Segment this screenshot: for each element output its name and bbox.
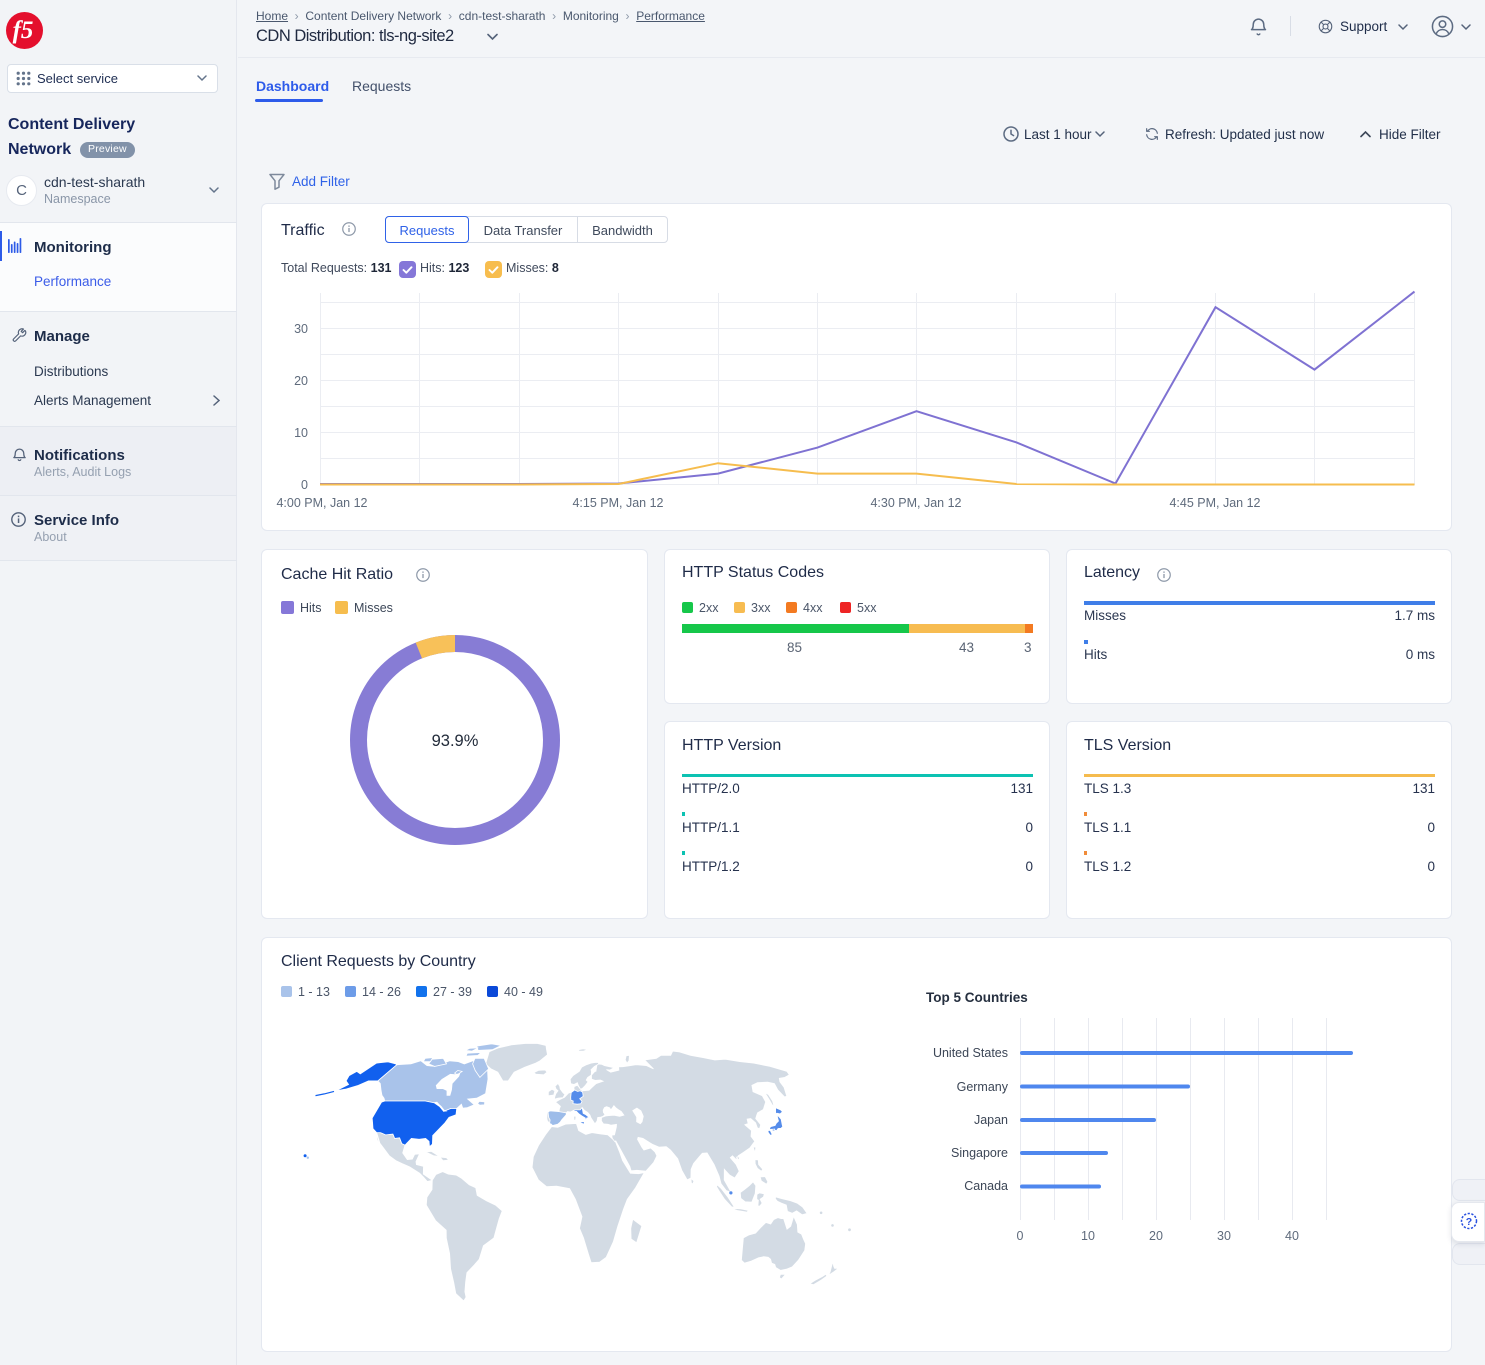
svg-text:Singapore: Singapore xyxy=(951,1146,1008,1160)
svg-text:0: 0 xyxy=(301,478,308,492)
svg-text:30: 30 xyxy=(294,322,308,336)
svg-text:f5: f5 xyxy=(13,17,34,44)
svg-text:20: 20 xyxy=(294,374,308,388)
svg-text:10: 10 xyxy=(294,426,308,440)
svg-text:4:00 PM, Jan 12: 4:00 PM, Jan 12 xyxy=(276,496,367,510)
svg-text:4:15 PM, Jan 12: 4:15 PM, Jan 12 xyxy=(572,496,663,510)
svg-text:Germany: Germany xyxy=(957,1080,1009,1094)
svg-text:4:45 PM, Jan 12: 4:45 PM, Jan 12 xyxy=(1169,496,1260,510)
svg-text:4:30 PM, Jan 12: 4:30 PM, Jan 12 xyxy=(870,496,961,510)
svg-text:Japan: Japan xyxy=(974,1113,1008,1127)
svg-text:10: 10 xyxy=(1081,1229,1095,1243)
svg-text:0: 0 xyxy=(1017,1229,1024,1243)
svg-text:Canada: Canada xyxy=(964,1179,1008,1193)
svg-text:20: 20 xyxy=(1149,1229,1163,1243)
svg-text:40: 40 xyxy=(1285,1229,1299,1243)
svg-text:?: ? xyxy=(1466,1216,1472,1228)
svg-text:United States: United States xyxy=(933,1046,1008,1060)
svg-text:30: 30 xyxy=(1217,1229,1231,1243)
svg-text:93.9%: 93.9% xyxy=(432,732,479,750)
